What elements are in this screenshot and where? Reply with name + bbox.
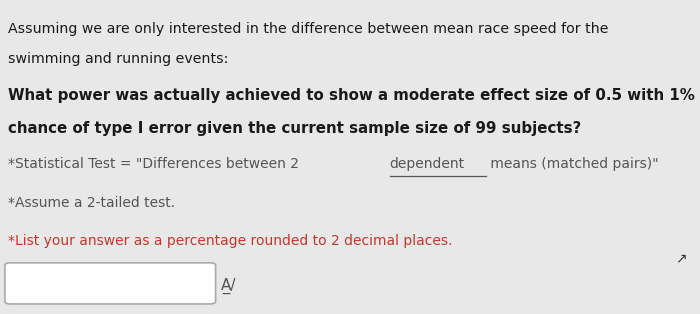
Text: A̲/: A̲/ [220,278,236,294]
Text: means (matched pairs)": means (matched pairs)" [486,157,659,171]
Text: *Assume a 2-tailed test.: *Assume a 2-tailed test. [8,196,176,210]
Text: Assuming we are only interested in the difference between mean race speed for th: Assuming we are only interested in the d… [8,22,609,36]
Text: chance of type I error given the current sample size of 99 subjects?: chance of type I error given the current… [8,121,582,136]
Text: What power was actually achieved to show a moderate effect size of 0.5 with 1%: What power was actually achieved to show… [8,88,695,103]
Text: *Statistical Test = "Differences between 2: *Statistical Test = "Differences between… [8,157,304,171]
FancyBboxPatch shape [5,263,216,304]
Text: ↗: ↗ [676,251,687,265]
Text: *List your answer as a percentage rounded to 2 decimal places.: *List your answer as a percentage rounde… [8,234,453,248]
Text: swimming and running events:: swimming and running events: [8,52,229,66]
Text: dependent: dependent [389,157,465,171]
